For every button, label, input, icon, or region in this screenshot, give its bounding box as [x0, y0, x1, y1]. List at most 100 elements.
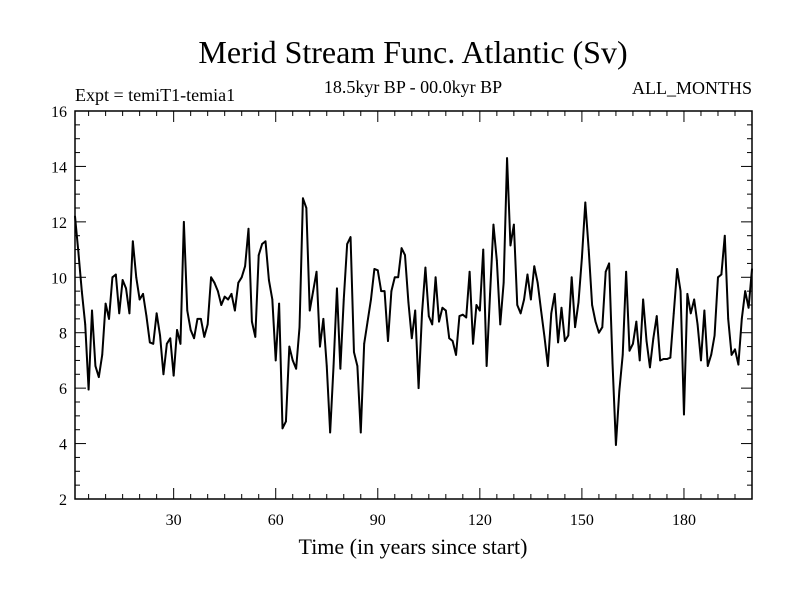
- data-point: [717, 276, 719, 279]
- data-point: [165, 342, 168, 345]
- data-point: [233, 309, 236, 312]
- data-point: [632, 342, 634, 345]
- data-point: [666, 358, 668, 360]
- data-point: [744, 290, 747, 293]
- data-point: [737, 363, 740, 366]
- data-point: [706, 365, 709, 367]
- data-point: [689, 312, 692, 315]
- data-point: [356, 365, 359, 367]
- data-point: [628, 349, 631, 352]
- y-tick-label: 2: [59, 492, 67, 509]
- data-point: [615, 444, 617, 446]
- data-point: [455, 353, 457, 356]
- data-point: [101, 353, 104, 356]
- data-point: [475, 304, 478, 306]
- x-tick-labels: 30 60 90 120 150 180: [166, 512, 696, 529]
- data-point: [652, 337, 655, 340]
- data-point: [302, 197, 304, 200]
- data-point: [543, 335, 546, 338]
- data-point: [676, 268, 679, 270]
- data-point: [570, 276, 573, 279]
- y-tick-label: 16: [51, 104, 67, 121]
- data-point: [414, 309, 417, 312]
- data-point: [329, 431, 332, 434]
- data-point: [278, 302, 281, 305]
- time-range-label: 18.5kyr BP - 00.0kyr BP: [324, 77, 502, 97]
- data-point: [686, 293, 689, 295]
- data-point: [315, 270, 318, 273]
- data-point: [404, 254, 406, 257]
- data-point: [472, 342, 474, 345]
- data-point: [393, 276, 396, 279]
- data-point: [499, 323, 502, 326]
- data-point: [679, 290, 682, 293]
- data-point: [598, 331, 600, 334]
- data-point: [669, 356, 672, 359]
- y-tick-label: 8: [59, 326, 67, 343]
- data-point: [574, 326, 576, 329]
- data-point: [370, 298, 372, 301]
- data-point: [621, 353, 624, 356]
- data-point: [645, 340, 648, 342]
- data-point: [376, 269, 379, 272]
- data-point: [108, 317, 110, 320]
- axis-ticks: [75, 110, 752, 500]
- data-point: [230, 293, 233, 295]
- data-point: [560, 306, 563, 309]
- data-point: [526, 273, 529, 276]
- data-point: [268, 279, 270, 281]
- x-tick-label: 30: [166, 512, 182, 529]
- data-point: [206, 323, 209, 326]
- data-point: [349, 236, 352, 239]
- data-point: [587, 248, 590, 251]
- data-point: [138, 298, 141, 301]
- data-point: [410, 337, 413, 340]
- data-point: [740, 317, 743, 320]
- data-point: [723, 234, 726, 237]
- data-point: [312, 290, 315, 293]
- data-point: [489, 293, 491, 295]
- data-point: [390, 290, 393, 293]
- data-point: [189, 329, 192, 331]
- data-point: [118, 312, 121, 315]
- data-point: [659, 359, 662, 362]
- data-point: [298, 326, 301, 329]
- data-point: [380, 290, 383, 293]
- chart-title: Merid Stream Func. Atlantic (Sv): [198, 34, 627, 70]
- data-point: [104, 302, 107, 305]
- data-point: [128, 312, 131, 315]
- data-point: [618, 390, 621, 392]
- data-point: [332, 365, 335, 367]
- data-point: [703, 309, 706, 312]
- data-point: [261, 243, 264, 245]
- data-point: [553, 293, 556, 295]
- data-point: [274, 359, 277, 362]
- data-point: [142, 293, 144, 295]
- data-point: [546, 365, 549, 367]
- data-point: [87, 388, 90, 391]
- data-point: [720, 273, 723, 276]
- data-point: [94, 365, 97, 367]
- data-point: [502, 281, 505, 284]
- data-point: [512, 223, 515, 226]
- data-point: [346, 243, 349, 245]
- data-point: [492, 223, 495, 226]
- data-point: [322, 317, 325, 320]
- data-point: [625, 270, 628, 273]
- x-tick-label: 180: [672, 512, 696, 529]
- data-point: [179, 342, 182, 345]
- data-point: [319, 345, 321, 348]
- data-point: [727, 317, 730, 320]
- data-point: [693, 298, 696, 301]
- data-point: [223, 295, 226, 298]
- data-point: [84, 323, 87, 326]
- data-points: [74, 157, 753, 446]
- data-point: [434, 276, 437, 279]
- data-point: [683, 413, 685, 416]
- data-point: [550, 312, 553, 315]
- data-point: [196, 317, 199, 320]
- data-point: [203, 335, 206, 338]
- data-point: [342, 298, 345, 301]
- data-point: [182, 220, 185, 223]
